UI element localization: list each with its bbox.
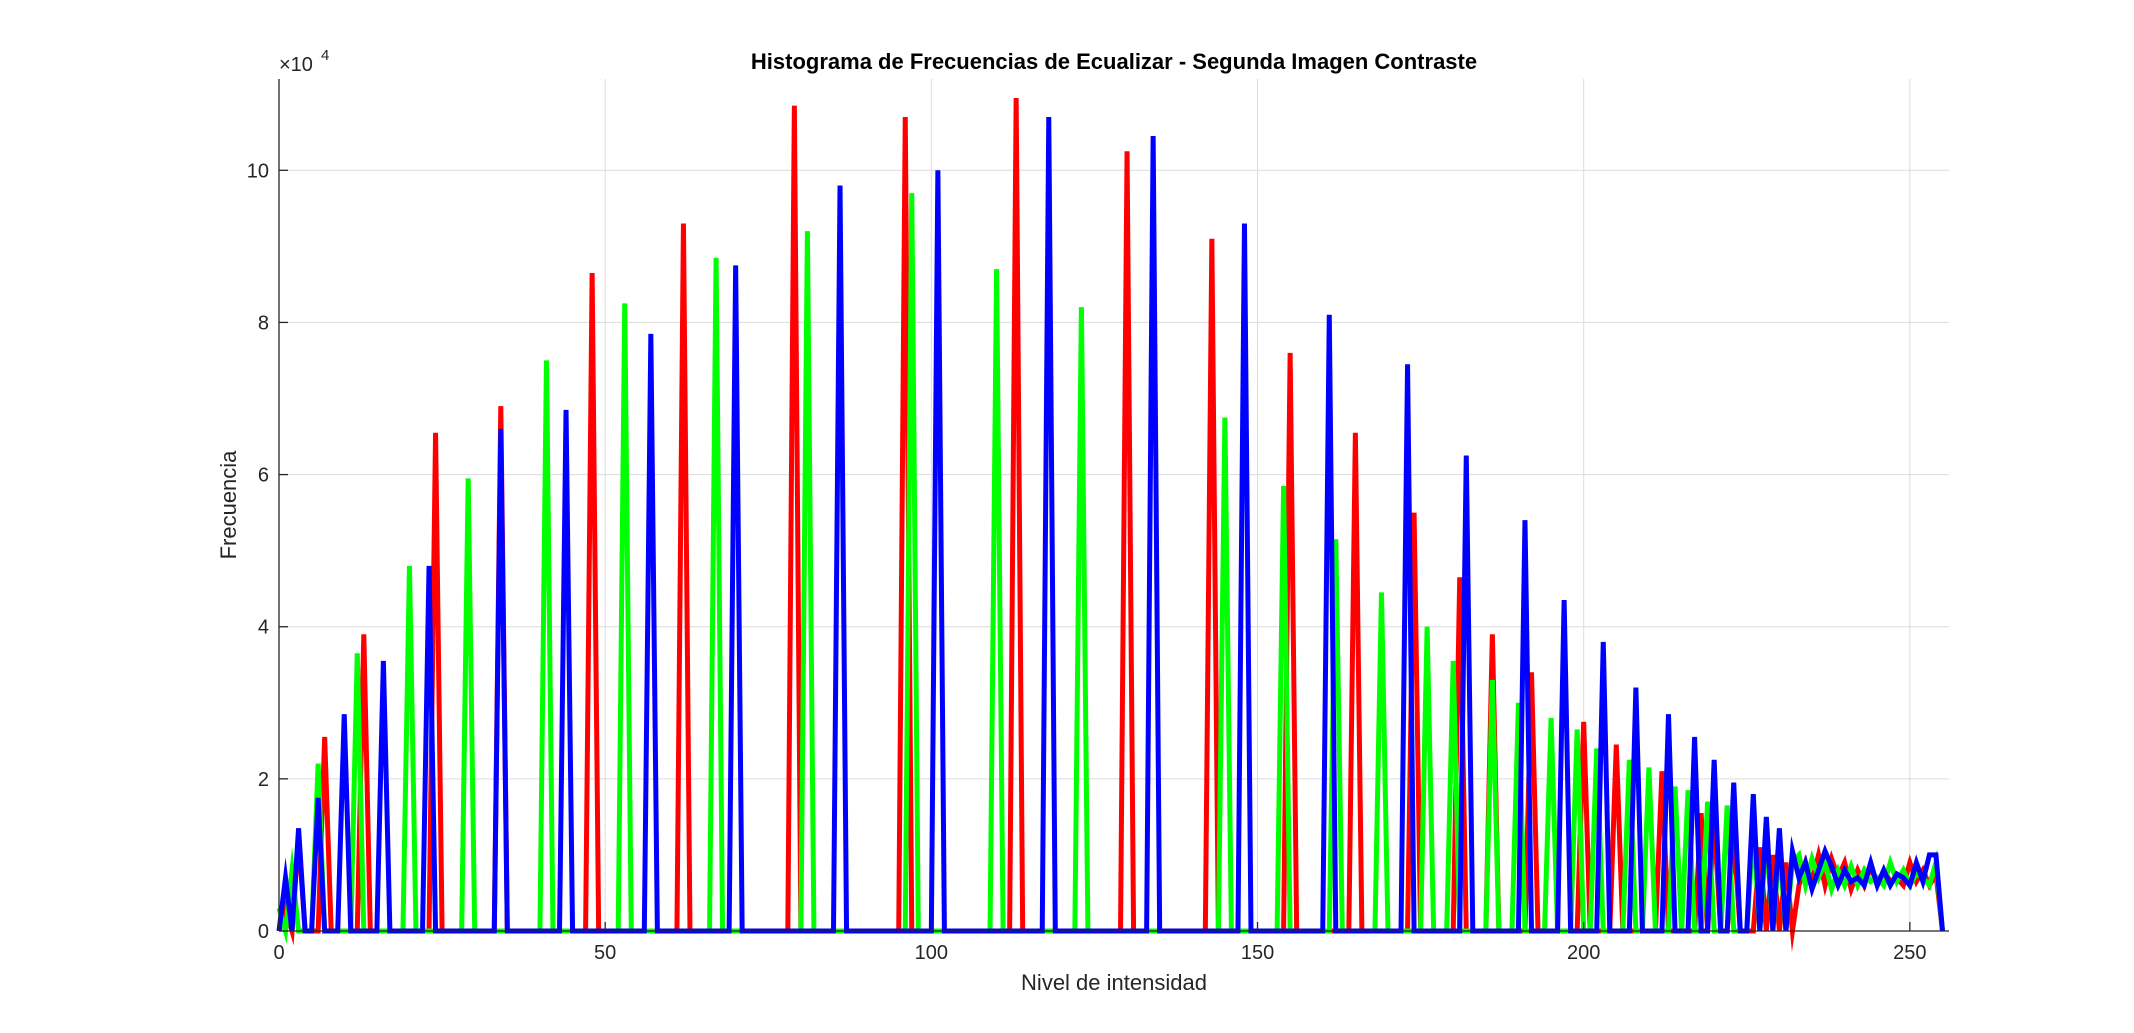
y-tick-label: 4 [258, 617, 269, 639]
chart-title: Histograma de Frecuencias de Ecualizar -… [751, 49, 1477, 74]
y-tick-label: 2 [258, 769, 269, 791]
axes [278, 79, 1949, 932]
x-tick-label: 200 [1567, 942, 1600, 964]
y-ticks: 0 2 4 6 8 10 [247, 160, 288, 943]
y-tick-label: 10 [247, 160, 269, 182]
x-ticks: 0 50 100 150 200 250 [273, 922, 1927, 964]
y-tick-label: 8 [258, 312, 269, 334]
y-exponent-base: ×10 [279, 54, 313, 76]
y-tick-label: 0 [258, 921, 269, 943]
y-axis-label: Frecuencia [216, 450, 241, 560]
y-tick-label: 6 [258, 465, 269, 487]
x-tick-label: 100 [915, 942, 948, 964]
x-axis-label: Nivel de intensidad [1021, 970, 1207, 995]
y-exponent-label: ×10 4 [279, 47, 329, 76]
x-tick-label: 50 [594, 942, 616, 964]
x-tick-label: 0 [273, 942, 284, 964]
y-exponent-power: 4 [321, 47, 329, 64]
x-tick-label: 150 [1241, 942, 1274, 964]
x-tick-label: 250 [1893, 942, 1926, 964]
